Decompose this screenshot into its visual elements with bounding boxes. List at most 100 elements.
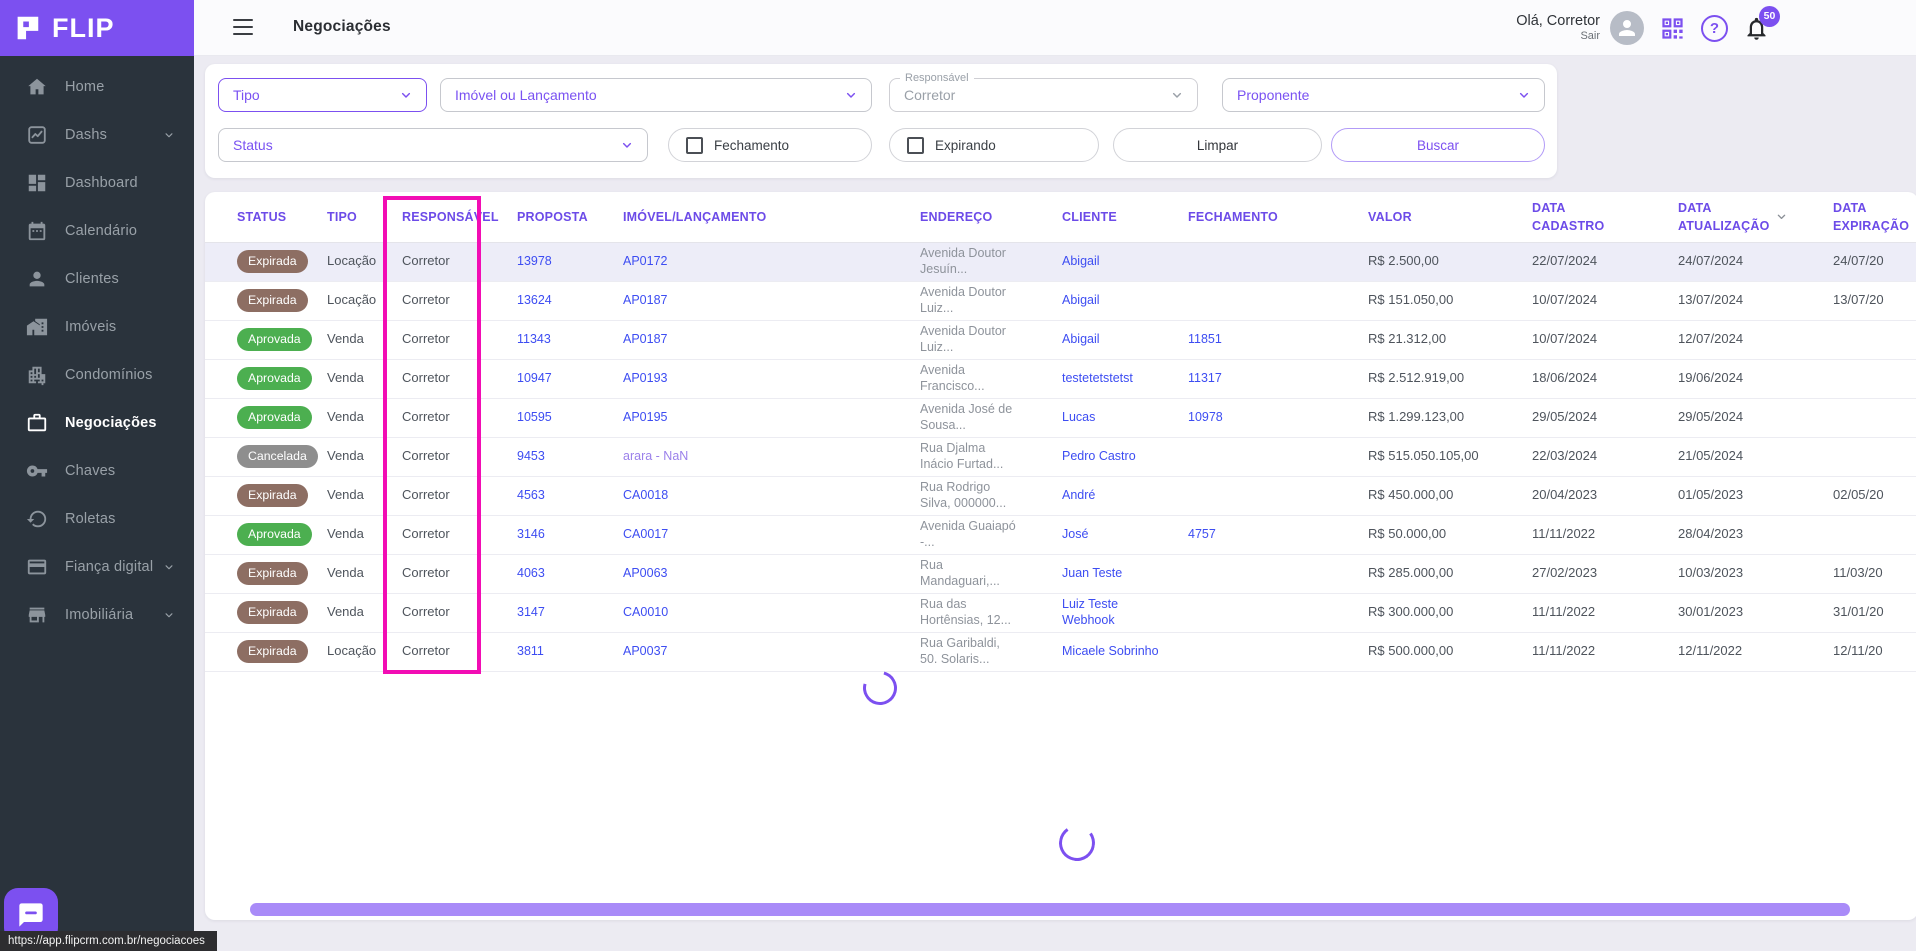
imovel-link[interactable]: AP0193 (623, 371, 668, 386)
cliente-link[interactable]: Pedro Castro (1062, 449, 1136, 464)
tipo-select[interactable]: Tipo (218, 78, 427, 112)
imovel-link[interactable]: AP0172 (623, 254, 668, 269)
cliente-link[interactable]: André (1062, 488, 1096, 503)
column-header-respons-vel[interactable]: RESPONSÁVEL (402, 192, 517, 243)
proposta-link[interactable]: 3147 (517, 605, 545, 620)
sidebar-item-fiança-digital[interactable]: Fiança digital (0, 543, 194, 591)
column-header-data-cadastro[interactable]: DATA CADASTRO (1532, 192, 1678, 243)
imovel-link[interactable]: AP0037 (623, 644, 668, 659)
sidebar-item-imobiliária[interactable]: Imobiliária (0, 591, 194, 639)
proposta-link[interactable]: 4563 (517, 488, 545, 503)
table-row[interactable]: Expirada Venda Corretor 3147 CA0010 Rua das H… (205, 593, 1916, 633)
table-row[interactable]: Aprovada Venda Corretor 10595 AP0195 Avenida … (205, 398, 1916, 438)
proposta-link[interactable]: 3146 (517, 527, 545, 542)
cell-data-cadastro: 10/07/2024 (1532, 320, 1678, 360)
imovel-link[interactable]: AP0195 (623, 410, 668, 425)
cliente-link[interactable]: Luiz Teste Webhook (1062, 596, 1119, 627)
fechamento-link[interactable]: 11317 (1188, 371, 1222, 386)
sidebar-item-condomínios[interactable]: Condomínios (0, 351, 194, 399)
sidebar-item-dashs[interactable]: Dashs (0, 111, 194, 159)
cliente-link[interactable]: Abigail (1062, 332, 1100, 347)
limpar-button[interactable]: Limpar (1113, 128, 1322, 162)
sidebar-item-roletas[interactable]: Roletas (0, 495, 194, 543)
imovel-link[interactable]: AP0187 (623, 293, 668, 308)
cliente-link[interactable]: Abigail (1062, 293, 1100, 308)
cell-tipo: Venda (327, 320, 402, 360)
cell-data-expiracao: 11/03/20 (1833, 554, 1916, 594)
cell-cliente: Abigail (1062, 320, 1188, 360)
imovel-link[interactable]: AP0063 (623, 566, 668, 581)
table-row[interactable]: Aprovada Venda Corretor 3146 CA0017 Avenida G… (205, 515, 1916, 555)
column-header-proposta[interactable]: PROPOSTA (517, 192, 623, 243)
proposta-link[interactable]: 10595 (517, 410, 552, 425)
cliente-link[interactable]: Juan Teste (1062, 566, 1123, 581)
responsavel-select[interactable]: Responsável Corretor (889, 72, 1198, 112)
imovel-link[interactable]: AP0187 (623, 332, 668, 347)
proposta-link[interactable]: 10947 (517, 371, 552, 386)
cliente-link[interactable]: Micaele Sobrinho (1062, 644, 1159, 659)
help-button[interactable]: ? (1701, 14, 1728, 42)
fechamento-checkbox[interactable]: Fechamento (668, 128, 872, 162)
sidebar-item-negociações[interactable]: Negociações (0, 399, 194, 447)
sidebar-item-dashboard[interactable]: Dashboard (0, 159, 194, 207)
buscar-button[interactable]: Buscar (1331, 128, 1545, 162)
column-header-cliente[interactable]: CLIENTE (1062, 192, 1188, 243)
table-row[interactable]: Expirada Venda Corretor 4063 AP0063 Rua Manda… (205, 554, 1916, 594)
table-row[interactable]: Expirada Locação Corretor 13978 AP0172 Avenid… (205, 242, 1916, 282)
logout-link[interactable]: Sair (1580, 30, 1600, 43)
sidebar-item-chaves[interactable]: Chaves (0, 447, 194, 495)
imovel-link[interactable]: CA0010 (623, 605, 669, 620)
table-row[interactable]: Aprovada Venda Corretor 10947 AP0193 Avenida … (205, 359, 1916, 399)
column-header-data-expira-o[interactable]: DATA EXPIRAÇÃO (1833, 192, 1916, 243)
sidebar-item-clientes[interactable]: Clientes (0, 255, 194, 303)
cliente-link[interactable]: Lucas (1062, 410, 1096, 425)
table-row[interactable]: Aprovada Venda Corretor 11343 AP0187 Avenida … (205, 320, 1916, 360)
chevron-down-icon (165, 133, 173, 138)
menu-toggle-icon[interactable] (233, 19, 253, 35)
table-row[interactable]: Expirada Locação Corretor 3811 AP0037 Rua Gar… (205, 632, 1916, 672)
imovel-link[interactable]: CA0018 (623, 488, 669, 503)
cell-tipo: Venda (327, 437, 402, 477)
expirando-checkbox[interactable]: Expirando (889, 128, 1099, 162)
sidebar-item-imóveis[interactable]: Imóveis (0, 303, 194, 351)
avatar[interactable] (1610, 11, 1644, 45)
column-header-data-atualiza-o[interactable]: DATA ATUALIZAÇÃO (1678, 192, 1833, 243)
imovel-link[interactable]: arara - NaN (623, 449, 689, 464)
fechamento-link[interactable]: 10978 (1188, 410, 1223, 425)
proposta-link[interactable]: 11343 (517, 332, 551, 347)
proposta-link[interactable]: 9453 (517, 449, 545, 464)
fechamento-link[interactable]: 11851 (1188, 332, 1222, 347)
column-header-tipo[interactable]: TIPO (327, 192, 402, 243)
proposta-link[interactable]: 13624 (517, 293, 552, 308)
imovel-select[interactable]: Imóvel ou Lançamento (440, 78, 872, 112)
horizontal-scrollbar-thumb[interactable] (250, 903, 1850, 916)
sidebar-item-calendário[interactable]: Calendário (0, 207, 194, 255)
sidebar-item-home[interactable]: Home (0, 63, 194, 111)
column-header-endere-o[interactable]: ENDEREÇO (920, 192, 1062, 243)
table-row[interactable]: Expirada Venda Corretor 4563 CA0018 Rua Rodri… (205, 476, 1916, 516)
proposta-link[interactable]: 4063 (517, 566, 545, 581)
cliente-link[interactable]: testetetstetst (1062, 371, 1133, 386)
column-header-valor[interactable]: VALOR (1368, 192, 1532, 243)
cell-imovel: CA0018 (623, 476, 920, 516)
cell-tipo: Venda (327, 515, 402, 555)
proponente-select[interactable]: Proponente (1222, 78, 1545, 112)
column-header-fechamento[interactable]: FECHAMENTO (1188, 192, 1368, 243)
responsavel-select-value: Corretor (904, 87, 956, 103)
status-badge: Cancelada (237, 445, 318, 468)
qr-code-button[interactable] (1659, 15, 1686, 42)
proposta-link[interactable]: 13978 (517, 254, 552, 269)
column-header-status[interactable]: STATUS (205, 192, 327, 243)
notifications-button[interactable]: 50 (1743, 5, 1780, 42)
table-row[interactable]: Cancelada Venda Corretor 9453 arara - NaN Rua… (205, 437, 1916, 477)
cliente-link[interactable]: Abigail (1062, 254, 1100, 269)
column-header-im-vel-lan-amento[interactable]: IMÓVEL/LANÇAMENTO (623, 192, 920, 243)
proposta-link[interactable]: 3811 (517, 644, 544, 659)
fechamento-link[interactable]: 4757 (1188, 527, 1216, 542)
status-select[interactable]: Status (218, 128, 648, 162)
table-row[interactable]: Expirada Locação Corretor 13624 AP0187 Avenid… (205, 281, 1916, 321)
cell-status: Aprovada (205, 359, 327, 399)
chevron-down-icon (846, 92, 856, 98)
imovel-link[interactable]: CA0017 (623, 527, 669, 542)
cliente-link[interactable]: José (1062, 527, 1089, 542)
